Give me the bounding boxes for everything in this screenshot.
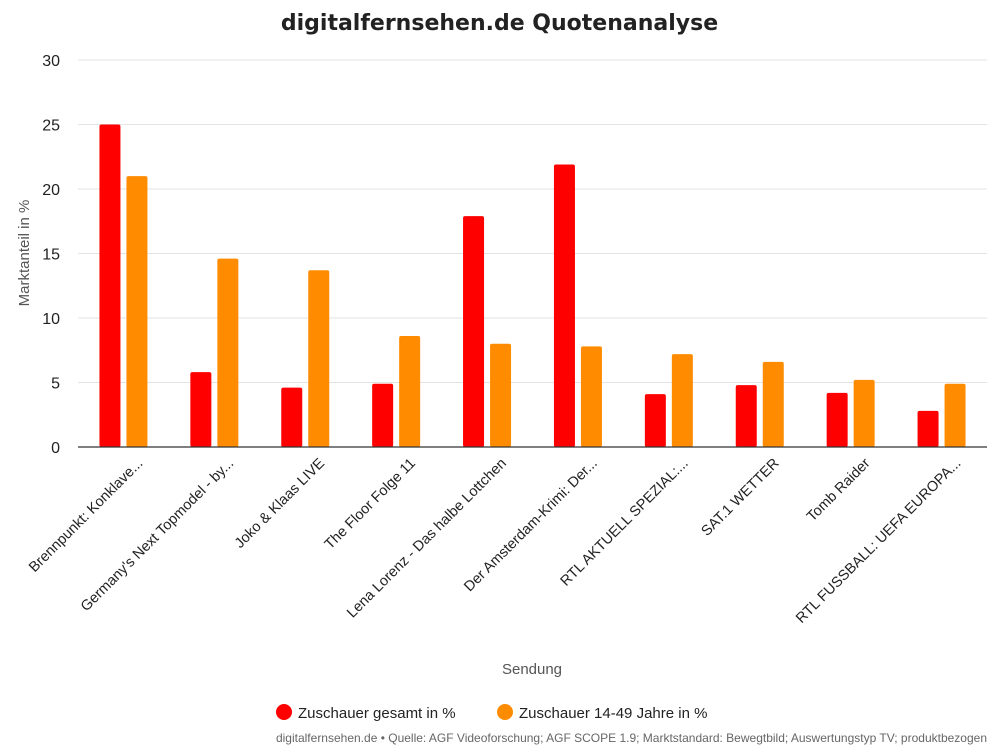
x-tick-label: Joko & Klaas LIVE	[232, 455, 328, 551]
bar-14-49-5	[490, 343, 512, 447]
bar-gesamt-1	[99, 124, 121, 447]
bar-gesamt-2	[190, 372, 212, 447]
source-footer: digitalfernsehen.de • Quelle: AGF Videof…	[276, 731, 987, 745]
y-tick-label: 0	[51, 440, 60, 457]
bar-14-49-2	[217, 258, 239, 447]
x-tick-label: RTL FUSSBALL: UEFA EUROPA...	[793, 456, 964, 627]
bar-14-49-7	[671, 354, 693, 447]
x-tick-label: SAT.1 WETTER	[699, 456, 783, 540]
legend-item-gesamt[interactable]: Zuschauer gesamt in %	[276, 704, 456, 722]
y-tick-label: 5	[51, 376, 60, 393]
bar-gesamt-3	[281, 387, 303, 447]
legend-label-14-49: Zuschauer 14-49 Jahre in %	[519, 705, 707, 722]
bars	[99, 124, 966, 448]
x-tick-label: The Floor Folge 11	[322, 456, 419, 553]
x-tick-label: Germany's Next Topmodel - by...	[78, 456, 237, 615]
bar-14-49-4	[399, 336, 421, 447]
bar-14-49-1	[126, 176, 148, 447]
legend-label-gesamt: Zuschauer gesamt in %	[298, 705, 456, 722]
bar-gesamt-7	[644, 394, 666, 447]
bar-14-49-8	[762, 361, 784, 447]
chart-title: digitalfernsehen.de Quotenanalyse	[281, 11, 718, 36]
y-tick-label: 20	[42, 182, 60, 199]
bar-14-49-6	[580, 346, 602, 447]
y-axis-ticks: 0 5 10 15 20 25 30	[42, 53, 60, 457]
bar-gesamt-5	[463, 216, 485, 447]
bar-gesamt-6	[553, 164, 575, 448]
bar-gesamt-4	[372, 383, 394, 447]
x-tick-label: Lena Lorenz - Das halbe Lottchen	[344, 456, 510, 622]
legend-item-14-49[interactable]: Zuschauer 14-49 Jahre in %	[497, 704, 707, 722]
x-axis-ticks: Brennpunkt: Konklave...Germany's Next To…	[26, 455, 964, 626]
legend: Zuschauer gesamt in % Zuschauer 14-49 Ja…	[276, 704, 707, 722]
x-axis-label: Sendung	[502, 661, 562, 678]
legend-swatch-gesamt	[276, 704, 292, 720]
gridlines	[78, 59, 987, 383]
y-axis-label: Marktanteil in %	[16, 200, 33, 307]
legend-swatch-14-49	[497, 704, 513, 720]
bar-14-49-3	[308, 270, 330, 447]
y-tick-label: 10	[42, 311, 60, 328]
y-tick-label: 15	[42, 247, 60, 264]
bar-gesamt-9	[826, 392, 848, 447]
y-tick-label: 25	[42, 118, 60, 135]
x-tick-label: Tomb Raider	[804, 455, 874, 525]
y-tick-label: 30	[42, 53, 60, 70]
bar-gesamt-8	[735, 385, 757, 447]
bar-gesamt-10	[917, 410, 939, 447]
bar-14-49-10	[944, 383, 966, 447]
bar-14-49-9	[853, 379, 875, 447]
